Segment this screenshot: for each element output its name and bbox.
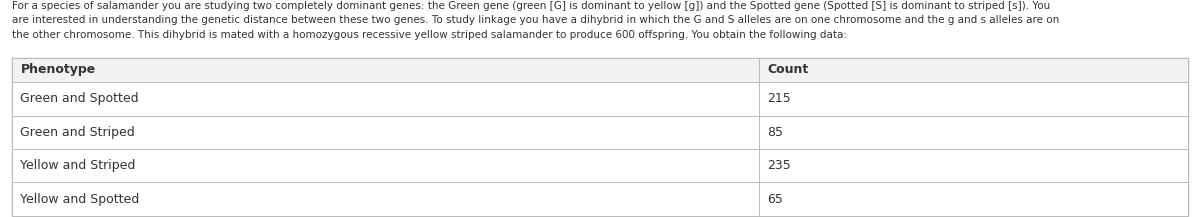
Text: 235: 235	[767, 159, 791, 172]
Text: 215: 215	[767, 92, 791, 105]
Text: Green and Spotted: Green and Spotted	[20, 92, 139, 105]
Text: 65: 65	[767, 193, 784, 206]
Text: Yellow and Spotted: Yellow and Spotted	[20, 193, 139, 206]
Text: Yellow and Striped: Yellow and Striped	[20, 159, 136, 172]
Text: Count: Count	[767, 63, 809, 76]
Text: 85: 85	[767, 126, 784, 139]
Text: Green and Striped: Green and Striped	[20, 126, 136, 139]
Text: For a species of salamander you are studying two completely dominant genes: the : For a species of salamander you are stud…	[12, 1, 1060, 40]
Text: Phenotype: Phenotype	[20, 63, 96, 76]
